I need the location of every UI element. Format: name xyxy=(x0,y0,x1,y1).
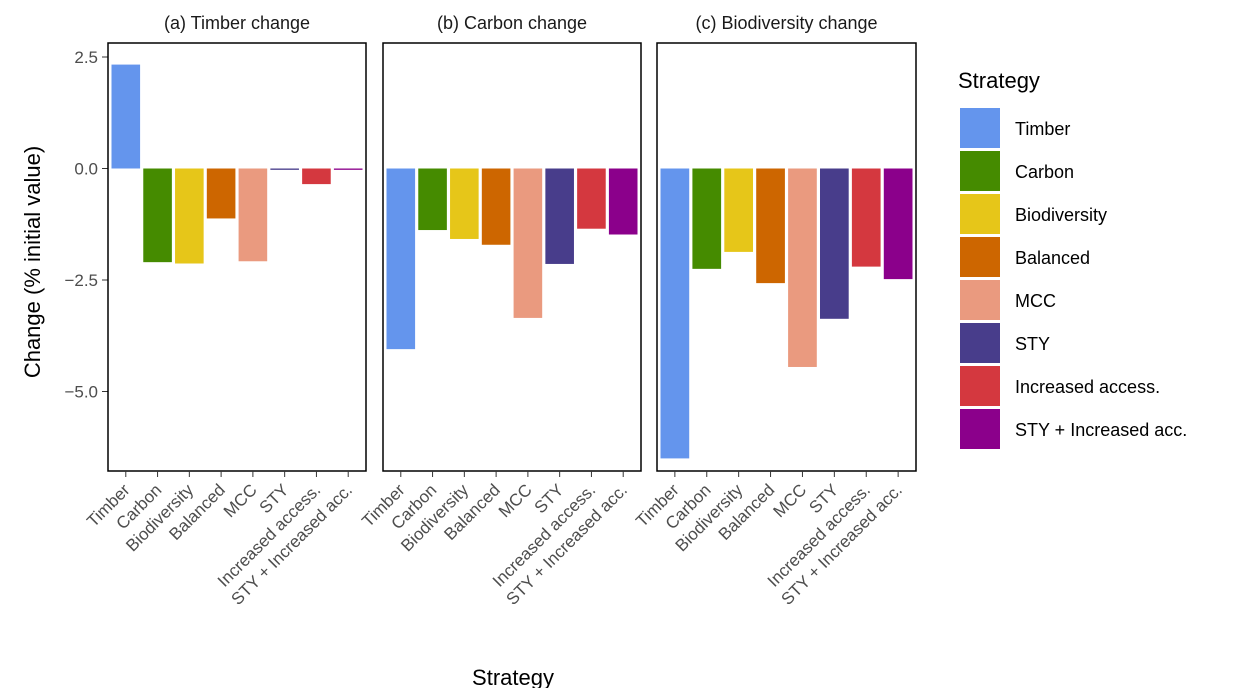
legend-item-biodiversity: Biodiversity xyxy=(960,194,1107,234)
legend-item-mcc: MCC xyxy=(960,280,1056,320)
x-axis-title: Strategy xyxy=(472,665,554,688)
y-tick-label: −2.5 xyxy=(64,271,98,290)
legend-label: Increased access. xyxy=(1015,377,1160,397)
panel-title: (a) Timber change xyxy=(164,13,310,33)
bar-biodiversity xyxy=(175,168,204,264)
legend-swatch xyxy=(960,151,1000,191)
legend-label: STY + Increased acc. xyxy=(1015,420,1187,440)
x-tick-label: MCC xyxy=(220,480,261,521)
x-tick-label: MCC xyxy=(769,480,810,521)
panels: (a) Timber changeTimberCarbonBiodiversit… xyxy=(83,13,917,609)
y-axis-title: Change (% initial value) xyxy=(20,146,45,378)
bar-sty-increased-acc xyxy=(883,168,913,280)
bar-timber xyxy=(111,64,141,169)
legend-swatch xyxy=(960,108,1000,148)
bar-carbon xyxy=(418,168,447,231)
panel-3: (c) Biodiversity changeTimberCarbonBiodi… xyxy=(632,13,917,609)
bar-increased-access xyxy=(577,168,606,229)
bar-carbon xyxy=(143,168,172,263)
bar-mcc xyxy=(238,168,268,262)
legend-label: MCC xyxy=(1015,291,1056,311)
x-tick-label: MCC xyxy=(495,480,536,521)
y-axis: 2.5 0.0 −2.5 −5.0 xyxy=(64,48,108,402)
legend-item-timber: Timber xyxy=(960,108,1070,148)
legend: Strategy Timber Carbon Biodiversity Balance… xyxy=(958,68,1187,449)
bar-balanced xyxy=(756,168,785,284)
panel-frame xyxy=(656,42,917,472)
bar-timber xyxy=(660,168,690,459)
panel-frame xyxy=(382,42,642,472)
bar-increased-access xyxy=(302,168,331,185)
legend-swatch xyxy=(960,366,1000,406)
legend-label: Balanced xyxy=(1015,248,1090,268)
panel-1: (a) Timber changeTimberCarbonBiodiversit… xyxy=(83,13,367,609)
legend-swatch xyxy=(960,194,1000,234)
y-tick-label: −5.0 xyxy=(64,383,98,402)
bar-sty xyxy=(819,168,849,319)
legend-item-increased-access: Increased access. xyxy=(960,366,1160,406)
legend-label: STY xyxy=(1015,334,1050,354)
legend-item-sty: STY xyxy=(960,323,1050,363)
legend-swatch xyxy=(960,280,1000,320)
bar-biodiversity xyxy=(724,168,754,252)
panel-title: (c) Biodiversity change xyxy=(695,13,877,33)
legend-swatch xyxy=(960,409,1000,449)
bar-timber xyxy=(386,168,416,350)
legend-swatch xyxy=(960,237,1000,277)
bar-mcc xyxy=(513,168,543,318)
bar-sty-increased-acc xyxy=(333,168,363,170)
legend-label: Carbon xyxy=(1015,162,1074,182)
bar-biodiversity xyxy=(450,168,479,239)
bar-balanced xyxy=(206,168,236,219)
bar-sty xyxy=(270,168,299,170)
bar-increased-access xyxy=(851,168,881,267)
bar-balanced xyxy=(481,168,511,245)
legend-swatch xyxy=(960,323,1000,363)
y-tick-label: 0.0 xyxy=(74,160,98,179)
legend-title: Strategy xyxy=(958,68,1040,93)
legend-item-balanced: Balanced xyxy=(960,237,1090,277)
legend-label: Timber xyxy=(1015,119,1070,139)
legend-item-carbon: Carbon xyxy=(960,151,1074,191)
bar-sty xyxy=(545,168,574,264)
bar-carbon xyxy=(692,168,722,269)
bar-sty-increased-acc xyxy=(608,168,638,235)
legend-label: Biodiversity xyxy=(1015,205,1107,225)
panel-frame xyxy=(107,42,367,472)
legend-item-sty-increased-acc: STY + Increased acc. xyxy=(960,409,1187,449)
panel-title: (b) Carbon change xyxy=(437,13,587,33)
panel-2: (b) Carbon changeTimberCarbonBiodiversit… xyxy=(358,13,642,609)
bar-mcc xyxy=(788,168,817,367)
y-tick-label: 2.5 xyxy=(74,48,98,67)
